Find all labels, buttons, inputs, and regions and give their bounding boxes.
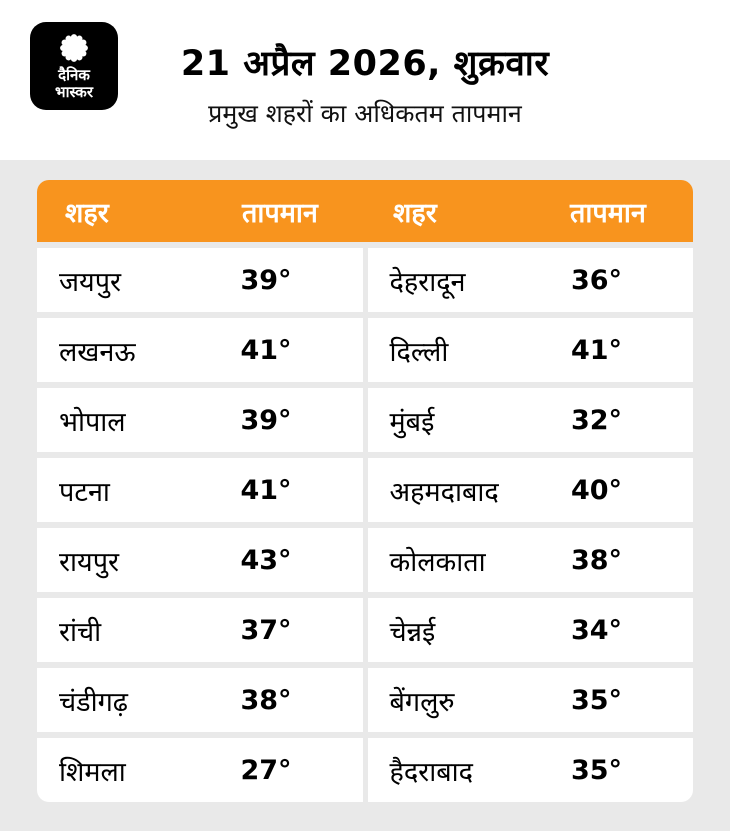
table-body: जयपुर 39° देहरादून 36° लखनऊ 41° दिल्ली 41° भोपाल… [37, 248, 693, 802]
table-header-left: शहर तापमान [37, 180, 365, 242]
city-name: हैदराबाद [389, 756, 473, 788]
city-name: अहमदाबाद [389, 476, 499, 508]
logo-text-line2: भास्कर [55, 83, 93, 101]
table-cell: पटना 41° [37, 458, 363, 522]
temperature-value: 41° [570, 334, 623, 366]
table-row: भोपाल 39° मुंबई 32° [37, 388, 693, 452]
city-name: रांची [59, 616, 102, 648]
city-name: दिल्ली [389, 336, 449, 368]
temperature-value: 32° [570, 404, 623, 436]
header-section: दैनिक भास्कर 21 अप्रैल 2026, शुक्रवार प्… [0, 0, 730, 160]
city-name: पटना [59, 476, 110, 508]
temperature-value: 36° [570, 264, 623, 296]
table-cell: दिल्ली 41° [367, 318, 693, 382]
table-cell: अहमदाबाद 40° [367, 458, 693, 522]
table-header-right: शहर तापमान [365, 180, 693, 242]
city-name: कोलकाता [389, 546, 486, 578]
table-cell: चेन्नई 34° [367, 598, 693, 662]
dainik-bhaskar-logo: दैनिक भास्कर [30, 22, 118, 110]
temperature-value: 38° [570, 544, 623, 576]
table-row: रायपुर 43° कोलकाता 38° [37, 528, 693, 592]
table-cell: रायपुर 43° [37, 528, 363, 592]
temperature-value: 27° [240, 754, 292, 786]
column-header-city: शहर [65, 197, 109, 229]
temperature-table: शहर तापमान शहर तापमान जयपुर 39° देहरादून 36… [37, 180, 693, 802]
table-row: जयपुर 39° देहरादून 36° [37, 248, 693, 312]
table-cell: देहरादून 36° [367, 248, 693, 312]
table-cell: भोपाल 39° [37, 388, 363, 452]
table-cell: चंडीगढ़ 38° [37, 668, 363, 732]
temperature-value: 41° [240, 474, 292, 506]
temperature-value: 40° [570, 474, 623, 506]
temperature-value: 41° [240, 334, 292, 366]
city-name: देहरादून [389, 266, 466, 298]
table-cell: शिमला 27° [37, 738, 363, 802]
temperature-value: 39° [240, 264, 292, 296]
city-name: मुंबई [389, 406, 435, 438]
temperature-value: 34° [570, 614, 623, 646]
page-subtitle: प्रमुख शहरों का अधिकतम तापमान [208, 98, 522, 128]
column-header-city: शहर [393, 197, 437, 229]
table-panel: शहर तापमान शहर तापमान जयपुर 39° देहरादून 36… [0, 160, 730, 831]
date-title: 21 अप्रैल 2026, शुक्रवार [180, 43, 550, 84]
temperature-value: 37° [240, 614, 292, 646]
city-name: शिमला [59, 756, 126, 788]
temperature-value: 35° [570, 684, 623, 716]
table-cell: कोलकाता 38° [367, 528, 693, 592]
table-row: चंडीगढ़ 38° बेंगलुरु 35° [37, 668, 693, 732]
table-row: रांची 37° चेन्नई 34° [37, 598, 693, 662]
city-name: रायपुर [59, 546, 120, 578]
sun-icon [57, 31, 91, 65]
column-header-temp: तापमान [570, 197, 646, 229]
table-cell: बेंगलुरु 35° [367, 668, 693, 732]
temperature-value: 39° [240, 404, 292, 436]
temperature-value: 43° [240, 544, 292, 576]
temperature-value: 35° [570, 754, 623, 786]
city-name: चंडीगढ़ [59, 686, 128, 718]
table-row: शिमला 27° हैदराबाद 35° [37, 738, 693, 802]
table-cell: जयपुर 39° [37, 248, 363, 312]
city-name: लखनऊ [59, 336, 136, 368]
city-name: भोपाल [59, 406, 126, 438]
table-row: लखनऊ 41° दिल्ली 41° [37, 318, 693, 382]
table-cell: लखनऊ 41° [37, 318, 363, 382]
city-name: चेन्नई [389, 616, 436, 648]
temperature-value: 38° [240, 684, 292, 716]
column-header-temp: तापमान [242, 197, 318, 229]
city-name: जयपुर [59, 266, 122, 298]
table-header-row: शहर तापमान शहर तापमान [37, 180, 693, 242]
logo-text-line1: दैनिक [58, 65, 90, 84]
city-name: बेंगलुरु [389, 686, 455, 718]
table-cell: हैदराबाद 35° [367, 738, 693, 802]
table-cell: मुंबई 32° [367, 388, 693, 452]
table-row: पटना 41° अहमदाबाद 40° [37, 458, 693, 522]
table-cell: रांची 37° [37, 598, 363, 662]
